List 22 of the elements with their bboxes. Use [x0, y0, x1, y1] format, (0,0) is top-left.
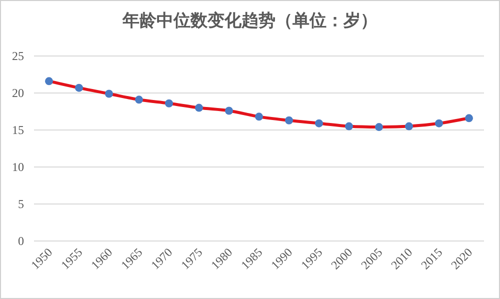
chart-title: 年龄中位数变化趋势（单位：岁）	[122, 11, 378, 30]
y-tick-label: 0	[18, 234, 24, 248]
point	[285, 116, 293, 124]
y-tick-label: 25	[12, 49, 24, 63]
point	[465, 114, 473, 122]
point	[75, 84, 83, 92]
point	[315, 119, 323, 128]
point	[255, 112, 263, 121]
point	[345, 122, 353, 130]
y-tick-label: 15	[12, 123, 24, 137]
point	[225, 106, 233, 115]
point	[45, 77, 53, 86]
point	[165, 99, 173, 108]
point	[195, 104, 203, 112]
y-tick-label: 5	[18, 197, 24, 211]
point	[105, 90, 113, 98]
y-tick-label: 10	[12, 160, 24, 174]
point	[405, 122, 413, 130]
point	[435, 119, 443, 128]
point	[135, 96, 143, 104]
y-tick-label: 20	[12, 86, 24, 100]
point	[375, 123, 383, 132]
